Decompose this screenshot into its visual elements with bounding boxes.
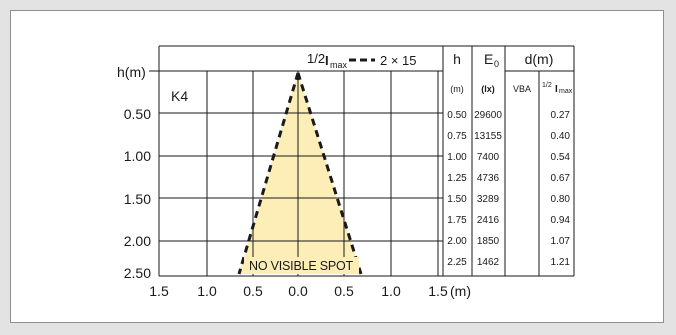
y-axis-label: h(m) [117, 64, 146, 80]
cell-h: 1.00 [447, 152, 467, 163]
x-tick: 1.0 [197, 283, 217, 299]
x-axis-unit: (m) [450, 283, 471, 299]
cell-e0: 4736 [477, 173, 500, 184]
light-cone-diagram: 1/2 I max 2 × 15 h(m) K4 0.50 1.00 1.50 … [117, 45, 575, 299]
unit-h: (m) [450, 84, 464, 94]
cell-half: 0.67 [551, 173, 571, 184]
no-visible-spot-label: NO VISIBLE SPOT [249, 259, 354, 273]
col-h-header: h [453, 51, 461, 67]
cell-e0: 2416 [477, 215, 500, 226]
cell-e0: 1462 [477, 257, 500, 268]
table-row: 0.75 13155 0.40 [447, 131, 570, 142]
cell-e0: 3289 [477, 194, 500, 205]
light-cone [239, 73, 361, 274]
legend-symbol-sub: max [330, 60, 348, 70]
cell-half: 0.27 [551, 110, 571, 121]
cell-h: 1.75 [447, 215, 467, 226]
lamp-code: K4 [171, 88, 188, 104]
cell-h: 1.50 [447, 194, 467, 205]
sub-half-sub: max [559, 88, 573, 95]
cell-h: 2.00 [447, 236, 467, 247]
x-tick: 1.0 [381, 283, 401, 299]
sub-half-symbol: I [555, 84, 558, 95]
sub-half-prefix: 1/2 [542, 82, 552, 89]
y-tick: 1.50 [124, 191, 151, 207]
cell-half: 1.21 [551, 257, 571, 268]
table-row: 1.25 4736 0.67 [447, 173, 570, 184]
cell-half: 0.54 [551, 152, 571, 163]
table-row: 1.75 2416 0.94 [447, 215, 570, 226]
cell-half: 1.07 [551, 236, 571, 247]
data-table: h E 0 d(m) (m) (lx) VBA 1/2 I max 0.50 2… [442, 45, 575, 277]
table-row: 0.50 29600 0.27 [447, 110, 570, 121]
col-e0-header-sub: 0 [494, 59, 499, 69]
legend: 1/2 I max 2 × 15 [307, 51, 417, 70]
cell-half: 0.80 [551, 194, 571, 205]
cell-h: 1.25 [447, 173, 467, 184]
sub-vba: VBA [513, 84, 531, 94]
legend-prefix: 1/2 [307, 51, 325, 66]
cell-h: 2.25 [447, 257, 467, 268]
y-tick: 2.00 [124, 233, 151, 249]
cell-h: 0.50 [447, 110, 467, 121]
diagram-grid [158, 45, 443, 277]
x-tick: 1.5 [149, 283, 169, 299]
cell-half: 0.94 [551, 215, 571, 226]
y-tick: 2.50 [124, 265, 151, 281]
unit-e0: (lx) [481, 84, 495, 94]
cell-half: 0.40 [551, 131, 571, 142]
legend-value: 2 × 15 [380, 53, 417, 68]
table-row: 1.00 7400 0.54 [447, 152, 570, 163]
cell-e0: 7400 [477, 152, 500, 163]
x-tick: 1.5 [428, 283, 448, 299]
cell-e0: 13155 [474, 131, 502, 142]
cell-e0: 29600 [474, 110, 502, 121]
table-row: 2.25 1462 1.21 [447, 257, 570, 268]
col-d-header: d(m) [525, 51, 554, 67]
cell-h: 0.75 [447, 131, 467, 142]
y-tick: 1.00 [124, 148, 151, 164]
col-e0-header: E [484, 51, 493, 67]
table-row: 2.00 1850 1.07 [447, 236, 570, 247]
diagram-card: 1/2 I max 2 × 15 h(m) K4 0.50 1.00 1.50 … [10, 10, 664, 323]
table-row: 1.50 3289 0.80 [447, 194, 570, 205]
x-ticks: 1.5 1.0 0.5 0.0 0.5 1.0 1.5 (m) [149, 283, 471, 299]
x-tick: 0.5 [334, 283, 354, 299]
cell-e0: 1850 [477, 236, 500, 247]
legend-symbol: I [325, 53, 329, 68]
x-tick: 0.0 [288, 283, 308, 299]
cone-edges [237, 72, 363, 275]
y-ticks: 0.50 1.00 1.50 2.00 2.50 [124, 106, 151, 281]
spot-label-bg [244, 257, 359, 274]
y-tick: 0.50 [124, 106, 151, 122]
x-tick: 0.5 [243, 283, 263, 299]
